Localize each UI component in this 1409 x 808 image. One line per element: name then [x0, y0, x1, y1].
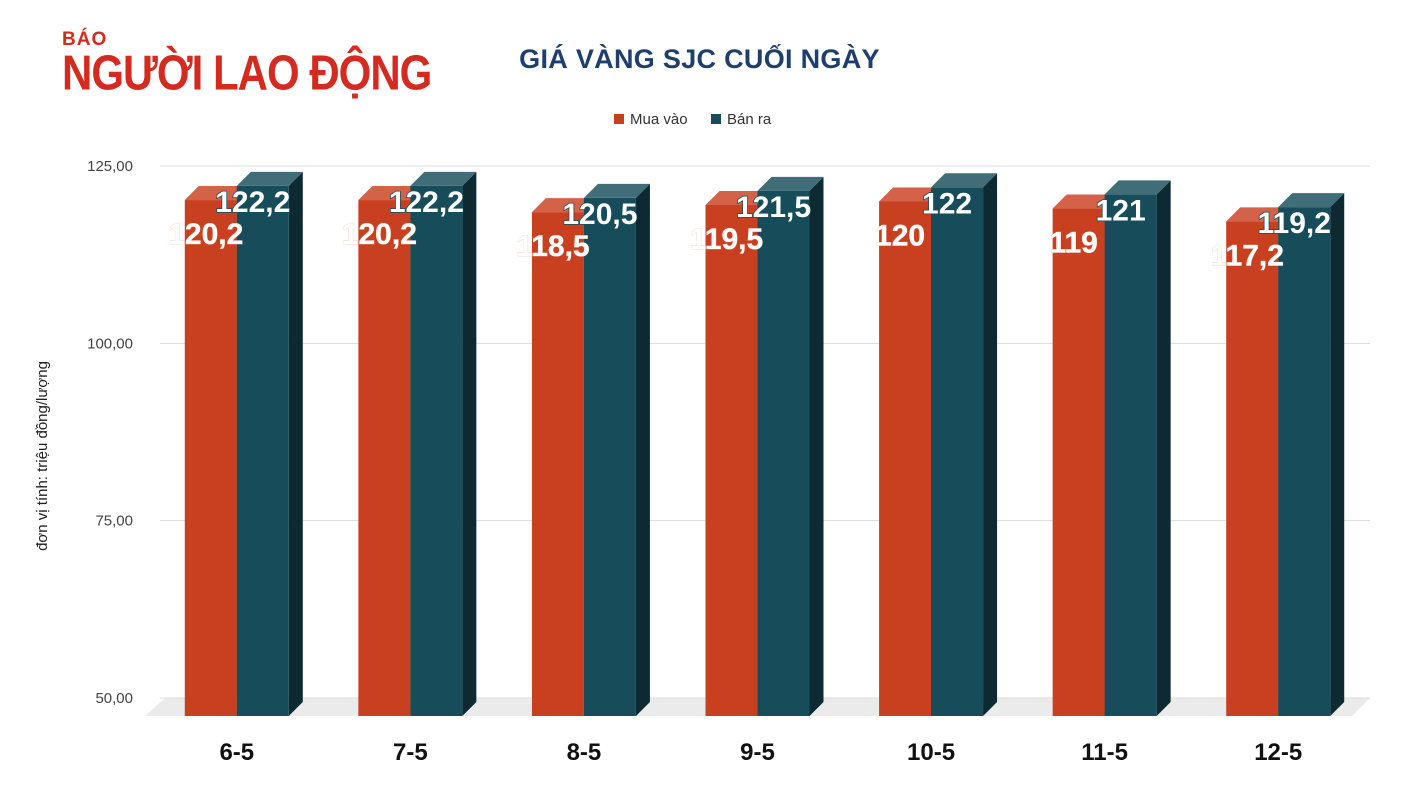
data-label: 120,2 [342, 218, 417, 251]
bar-top [1052, 194, 1119, 209]
bar-side [462, 171, 477, 716]
x-tick-label: 9-5 [740, 739, 775, 766]
data-label: 121 [1096, 194, 1146, 227]
bar-side [288, 171, 303, 716]
bar-mua-vao [184, 200, 237, 717]
bar-top [410, 171, 477, 186]
data-label: 118,5 [516, 230, 589, 263]
data-label: 119,5 [690, 223, 763, 256]
data-label: 120,2 [168, 218, 243, 251]
bar-mua-vao [705, 205, 758, 716]
bar-side [635, 183, 650, 717]
data-label: 117,2 [1211, 239, 1284, 272]
bar-mua-vao [1052, 208, 1105, 716]
bar-ban-ra [1104, 194, 1157, 716]
data-label: 119,2 [1258, 207, 1331, 240]
y-axis-title: đơn vị tính: triệu đồng/lượng [34, 361, 51, 551]
bar-top [583, 183, 650, 198]
labels-layer: 120,2122,26-5120,2122,27-5118,5120,58-51… [168, 185, 1332, 766]
x-tick-label: 12-5 [1254, 739, 1302, 766]
data-label: 122 [922, 187, 972, 220]
bar-top [705, 191, 772, 206]
data-label: 120 [875, 219, 925, 252]
legend-swatch [711, 114, 721, 124]
chart-title-wrap: GIÁ VÀNG SJC CUỐI NGÀY [0, 44, 1409, 75]
x-tick-label: 7-5 [393, 739, 428, 766]
chart-title: GIÁ VÀNG SJC CUỐI NGÀY [519, 44, 880, 74]
bar-mua-vao [879, 201, 932, 716]
legend-swatch [614, 114, 624, 124]
data-label: 122,2 [215, 186, 290, 219]
legend-label: Bán ra [727, 111, 772, 128]
bar-ban-ra [931, 187, 984, 716]
y-tick-label: 125,00 [87, 158, 133, 175]
bar-side [983, 173, 998, 716]
logo-big-text: NGƯỜI LAO ĐỘNG [62, 44, 432, 100]
logo-small-text: BÁO [62, 29, 108, 50]
bar-mua-vao [531, 212, 584, 716]
y-tick-label: 100,00 [87, 335, 133, 352]
legend: Mua vào Bán ra [614, 111, 772, 128]
bar-ban-ra [583, 197, 636, 717]
bars-layer [184, 171, 1345, 717]
x-tick-label: 11-5 [1081, 739, 1128, 766]
bar-top [531, 198, 598, 213]
bar-top [1226, 207, 1293, 222]
data-label: 120,5 [562, 198, 637, 231]
bar-top [1278, 193, 1345, 208]
y-tick-label: 75,00 [95, 513, 133, 530]
bar-mua-vao [358, 200, 411, 717]
bar-top [1104, 180, 1171, 195]
bar-top [757, 176, 824, 191]
data-label: 121,5 [736, 191, 811, 224]
bar-side [1330, 193, 1345, 716]
bar-ban-ra [1278, 207, 1331, 716]
bar-top [236, 171, 303, 186]
x-tick-label: 6-5 [219, 739, 254, 766]
bar-ban-ra [236, 185, 289, 716]
bar-top [184, 186, 251, 201]
data-label: 122,2 [389, 186, 464, 219]
legend-label: Mua vào [630, 111, 688, 128]
bar-top [879, 187, 946, 202]
x-tick-label: 10-5 [907, 739, 955, 766]
bar-side [809, 176, 824, 716]
bar-ban-ra [410, 185, 463, 716]
bar-ban-ra [757, 190, 810, 716]
x-tick-label: 8-5 [567, 739, 602, 766]
bar-top [931, 173, 998, 188]
bar-mua-vao [1226, 221, 1279, 716]
bar-side [1156, 180, 1171, 716]
y-tick-label: 50,00 [95, 690, 133, 707]
bar-top [358, 186, 425, 201]
data-label: 119 [1049, 227, 1097, 260]
